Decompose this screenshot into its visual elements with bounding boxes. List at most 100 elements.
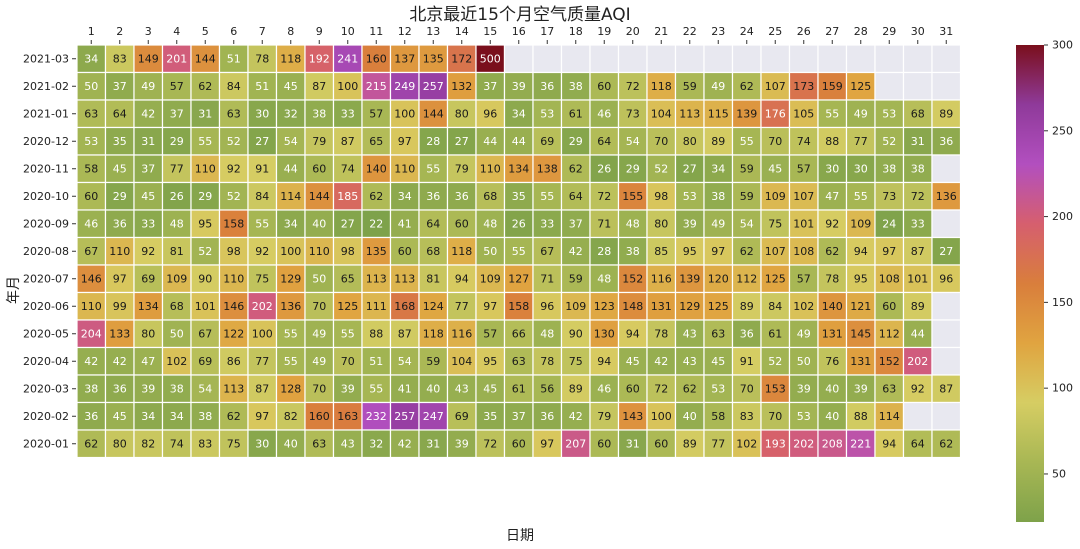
heatmap-cell [446,236,477,266]
heatmap-cell [190,209,221,239]
cell-value-label: 67 [84,245,98,258]
heatmap-cell [874,71,905,101]
cell-value-label: 80 [113,437,127,450]
heatmap-cell [332,319,363,349]
heatmap-cell [190,181,221,211]
cell-value-label: 60 [882,300,896,313]
cell-value-label: 49 [711,80,725,93]
cell-value-label: 33 [141,217,155,230]
cell-value-label: 64 [426,217,440,230]
x-tick-label: 17 [540,25,554,38]
cell-value-label: 26 [597,162,611,175]
heatmap-cell [161,346,192,376]
heatmap-cell [218,209,249,239]
cell-value-label: 116 [651,272,672,285]
heatmap-cell [133,291,164,321]
cell-value-label: 75 [569,355,583,368]
cell-value-label: 139 [736,107,757,120]
cell-value-label: 27 [455,135,469,148]
cell-value-label: 40 [284,437,298,450]
cell-value-label: 131 [850,355,871,368]
heatmap-cell [931,236,962,266]
cell-value-label: 59 [683,80,697,93]
cell-value-label: 100 [252,327,273,340]
cell-value-label: 94 [626,327,640,340]
cell-value-label: 79 [455,162,469,175]
cell-value-label: 79 [597,410,611,423]
heatmap-cell [275,429,306,459]
heatmap-cell [902,291,933,321]
x-tick-label: 12 [398,25,412,38]
cell-value-label: 135 [366,245,387,258]
y-tick-label: 2020-09 [23,217,69,230]
cell-value-label: 69 [198,355,212,368]
cell-value-label: 39 [854,382,868,395]
cell-value-label: 97 [882,245,896,258]
heatmap-cell [589,99,620,129]
heatmap-cell [617,429,648,459]
cell-value-label: 58 [711,410,725,423]
cell-value-label: 53 [540,107,554,120]
cell-value-label: 160 [366,52,387,65]
cell-value-label: 51 [369,355,383,368]
cell-value-label: 63 [882,382,896,395]
cell-value-label: 118 [280,52,301,65]
heatmap-cell [503,181,534,211]
cell-value-label: 127 [508,272,529,285]
heatmap-cell [703,264,734,294]
cell-value-label: 104 [451,355,472,368]
heatmap-cell [247,319,278,349]
cell-value-label: 39 [512,80,526,93]
cell-value-label: 87 [398,327,412,340]
cell-value-label: 57 [797,272,811,285]
heatmap-cell [931,126,962,156]
heatmap-cell [560,126,591,156]
x-tick-label: 19 [597,25,611,38]
cell-value-label: 61 [569,107,583,120]
cell-value-label: 84 [255,190,269,203]
cell-value-label: 87 [312,80,326,93]
heatmap-cell [475,374,506,404]
heatmap-cell [190,126,221,156]
heatmap-cell [275,319,306,349]
cell-value-label: 42 [569,245,583,258]
cell-value-label: 202 [907,355,928,368]
cell-value-label: 55 [369,382,383,395]
cell-value-label: 109 [480,272,501,285]
heatmap-cell [931,319,962,349]
heatmap-cell [133,99,164,129]
cell-value-label: 87 [911,245,925,258]
heatmap-cell [703,126,734,156]
cell-value-label: 36 [113,217,127,230]
cell-value-label: 136 [280,300,301,313]
heatmap-cell [589,429,620,459]
cell-value-label: 89 [939,107,953,120]
cell-value-label: 109 [565,300,586,313]
cell-value-label: 75 [768,217,782,230]
heatmap-cell [446,209,477,239]
cell-value-label: 55 [255,217,269,230]
cell-value-label: 159 [822,80,843,93]
cell-value-label: 86 [227,355,241,368]
heatmap-cell [475,209,506,239]
cell-value-label: 41 [398,217,412,230]
cell-value-label: 33 [911,217,925,230]
heatmap-cell [617,374,648,404]
cell-value-label: 36 [540,410,554,423]
cell-value-label: 52 [227,135,241,148]
cell-value-label: 49 [141,80,155,93]
cell-value-label: 145 [850,327,871,340]
cell-value-label: 55 [540,190,554,203]
cell-value-label: 78 [654,327,668,340]
heatmap-cell [389,429,420,459]
y-tick-label: 2020-05 [23,327,69,340]
heatmap-cell [646,154,677,184]
heatmap-cell [332,346,363,376]
heatmap-cell [902,44,933,74]
heatmap-cell [446,44,477,74]
cell-value-label: 97 [255,410,269,423]
cell-value-label: 83 [113,52,127,65]
heatmap-cell [560,71,591,101]
cell-value-label: 50 [483,245,497,258]
cell-value-label: 144 [309,190,330,203]
